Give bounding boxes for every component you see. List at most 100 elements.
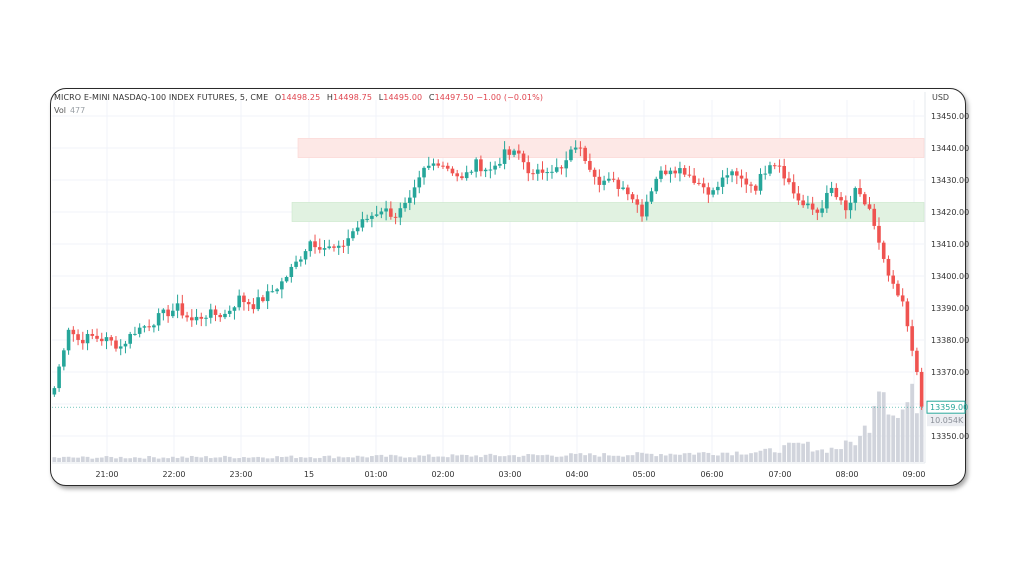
candle-body [450, 168, 455, 174]
candle-body [626, 187, 630, 195]
low-label: L [378, 93, 384, 102]
volume-bar [114, 458, 118, 462]
volume-bar [317, 457, 322, 462]
volume-bar [336, 456, 341, 462]
volume-bar [497, 456, 502, 462]
volume-bar [61, 456, 66, 462]
volume-bar [346, 457, 351, 462]
volume-bar [573, 453, 578, 462]
candle-body [597, 176, 602, 185]
volume-bar [516, 456, 521, 462]
x-tick-label: 07:00 [768, 470, 791, 479]
candle-body [374, 214, 379, 216]
candle-body [602, 180, 606, 185]
volume-bar [298, 457, 303, 462]
volume-bar [133, 457, 137, 462]
volume-bar [853, 445, 858, 462]
volume-bar [151, 457, 156, 462]
volume-bar [189, 455, 194, 462]
candle-body [663, 170, 668, 175]
candle-body [753, 185, 758, 191]
volume-bar [502, 456, 507, 462]
candle-body [730, 171, 734, 176]
volume-bar [512, 455, 516, 462]
last-price-box [926, 400, 966, 414]
volume-bar [246, 457, 251, 462]
candle-body [502, 149, 507, 164]
volume-bar [768, 448, 772, 462]
high-value: 14498.75 [333, 93, 373, 102]
volume-bar [493, 455, 498, 462]
candle-body [673, 170, 677, 174]
candle-body [426, 165, 431, 168]
volume-bar [877, 391, 881, 462]
support-zone [291, 202, 925, 222]
volume-bar [374, 455, 379, 462]
candle-body [758, 173, 763, 191]
candle-body [739, 175, 744, 179]
candle-body [763, 173, 768, 175]
candle-body [90, 333, 95, 336]
volume-bar [422, 455, 426, 462]
y-tick-label: 13370.00 [931, 368, 969, 377]
candle-body [687, 174, 692, 176]
volume-bar [772, 452, 777, 462]
volume-bar [687, 452, 692, 462]
volume-bar [805, 441, 810, 462]
candle-body [346, 238, 350, 246]
candle-body [256, 297, 260, 310]
high-label: H [326, 93, 334, 102]
candle-body [242, 295, 246, 303]
volume-bar [834, 449, 839, 462]
volume-bar [218, 457, 223, 462]
volume-bar [758, 450, 763, 462]
volume-bar [175, 457, 180, 462]
change-value: −1.00 (−0.01%) [476, 93, 544, 102]
last-price-label: 13359.00 [930, 403, 968, 412]
volume-bar [782, 445, 787, 462]
volume-bar [170, 456, 175, 462]
candle-body [218, 314, 223, 318]
open-value: 14498.25 [281, 93, 321, 102]
candle-body [57, 366, 61, 389]
candle-body [464, 172, 469, 179]
candle-body [114, 340, 118, 349]
candle-body [52, 388, 57, 395]
volume-bar [611, 455, 616, 462]
candle-body [109, 337, 114, 341]
candle-body [213, 309, 218, 315]
volume-bar [194, 456, 199, 462]
volume-bar [564, 455, 569, 462]
candle-body [223, 313, 227, 318]
volume-bar [753, 452, 758, 462]
volume-bar [644, 453, 649, 462]
candle-body [422, 167, 426, 178]
candle-body [118, 346, 123, 349]
candle-body [341, 245, 346, 247]
candle-body [801, 200, 805, 206]
candle-body [156, 313, 161, 326]
candle-body [71, 329, 76, 335]
volume-bar [351, 457, 355, 462]
x-tick-label: 21:00 [95, 470, 118, 479]
volume-bar [649, 453, 654, 462]
volume-bar [635, 452, 640, 462]
candle-body [408, 197, 412, 203]
volume-bar [161, 457, 166, 462]
candle-body [171, 310, 175, 317]
candle-body [175, 303, 180, 311]
volume-bar [251, 457, 256, 462]
candle-body [682, 168, 687, 175]
volume-bar [896, 417, 900, 462]
volume-bar [678, 454, 682, 462]
volume-bar [905, 402, 910, 462]
candle-body [635, 199, 640, 205]
candle-body [227, 310, 232, 314]
candle-body [507, 149, 512, 155]
volume-bar [900, 409, 905, 462]
candle-body [858, 188, 862, 195]
candle-body [137, 327, 142, 334]
volume-bar [156, 458, 161, 462]
volume-bar [777, 452, 782, 462]
